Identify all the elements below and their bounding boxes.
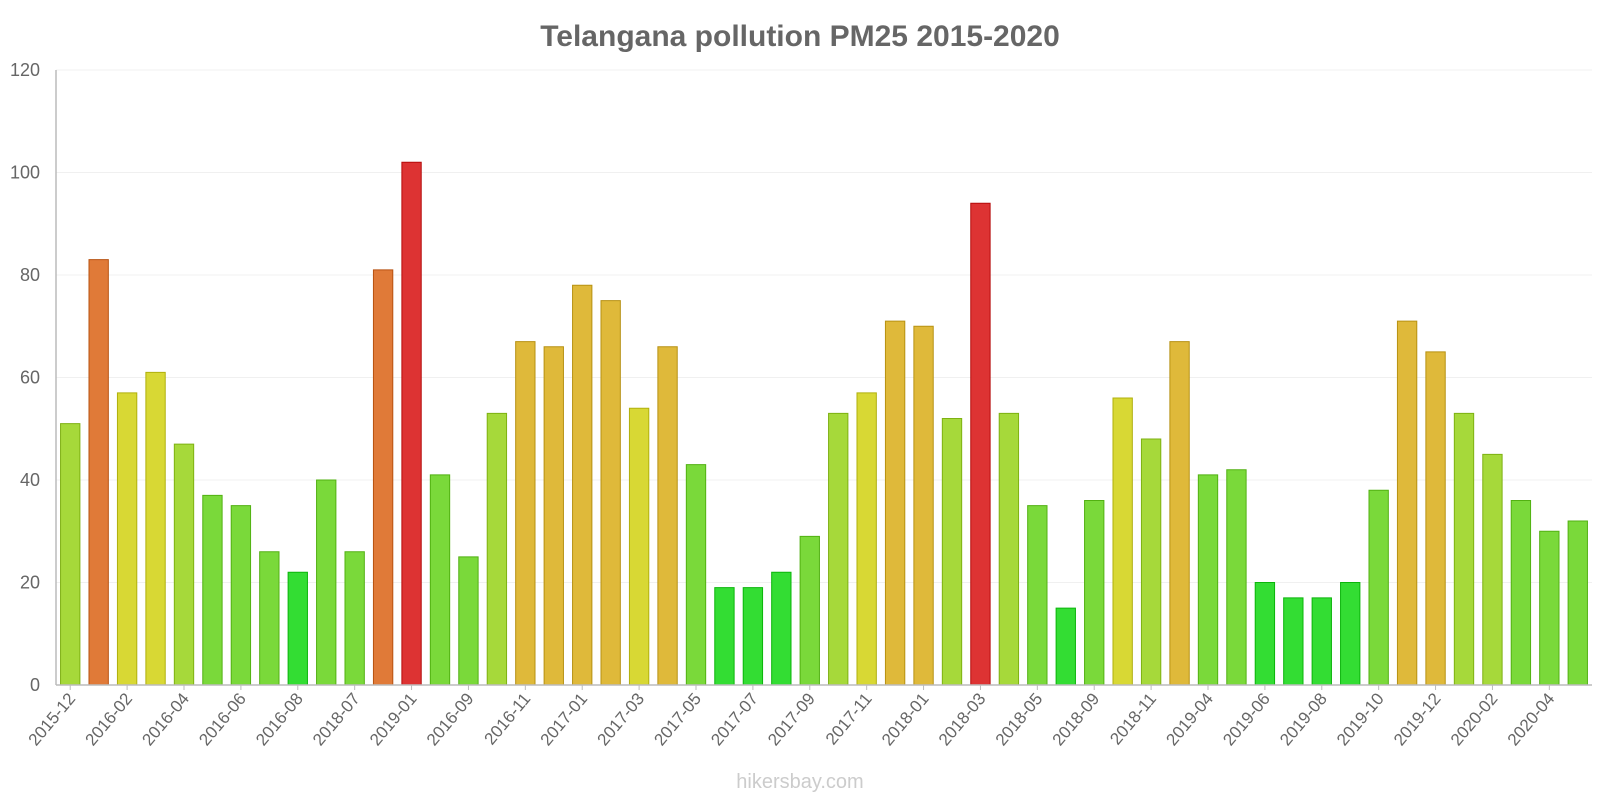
bar-2018-10 — [1112, 397, 1133, 686]
bar-2016-03 — [145, 371, 166, 686]
bar-2016-09 — [458, 556, 479, 686]
bar-2016-06 — [230, 505, 252, 686]
bar-2017-08 — [771, 571, 792, 686]
x-tick-label: 2018-09 — [1049, 689, 1104, 749]
bar-2018-07 — [344, 551, 365, 686]
bar-2017-09 — [799, 535, 820, 686]
y-tick-label: 80 — [20, 265, 40, 285]
bar-2016-12 — [543, 346, 564, 686]
x-tick-label: 2017-07 — [707, 689, 762, 749]
gridlines — [56, 69, 1592, 583]
x-axis-ticks: 2015-12 2016-02 2016-04 2016-06 2016-08 2018-… — [25, 685, 1559, 749]
y-tick-label: 0 — [30, 675, 40, 695]
bar-2016-08 — [287, 571, 308, 686]
x-tick-label: 2019-10 — [1333, 689, 1388, 749]
x-tick-label: 2020-04 — [1504, 689, 1559, 749]
x-tick-label: 2019-01 — [366, 689, 421, 749]
x-tick-label: 2018-05 — [992, 689, 1047, 749]
bar-2020-05 — [1567, 520, 1588, 686]
x-tick-label: 2018-07 — [309, 689, 364, 749]
bar-2017-10 — [828, 412, 849, 686]
bar-2019-09 — [1340, 582, 1361, 686]
bar-2017-05 — [685, 464, 707, 686]
x-tick-label: 2019-04 — [1162, 689, 1217, 749]
y-tick-label: 100 — [10, 163, 40, 183]
bar-2017-07 — [742, 587, 764, 686]
bar-2018-04 — [998, 412, 1020, 686]
bar-2018-05 — [1027, 505, 1048, 686]
bar-2016-01 — [88, 259, 109, 686]
bar-2018-02 — [941, 418, 963, 686]
x-tick-label: 2018-03 — [935, 689, 990, 749]
bar-2020-04 — [1539, 530, 1560, 686]
bar-2016-05 — [202, 494, 223, 686]
y-tick-label: 60 — [20, 368, 40, 388]
x-tick-label: 2016-02 — [82, 689, 137, 749]
bar-2019-11 — [1396, 320, 1418, 686]
axes — [55, 70, 1592, 686]
bar-2020-03 — [1510, 500, 1532, 686]
x-tick-label: 2016-04 — [138, 689, 193, 749]
x-tick-label: 2016-09 — [423, 689, 478, 749]
bar-2019-12 — [1425, 351, 1446, 686]
bar-2018-03 — [970, 202, 991, 686]
bar-2017-12 — [884, 320, 906, 686]
bar-2020-01 — [1453, 412, 1475, 686]
bar-2019-08 — [1311, 597, 1332, 686]
x-tick-label: 2015-12 — [25, 689, 80, 749]
y-tick-label: 40 — [20, 470, 40, 490]
bar-2018-12 — [372, 269, 394, 686]
bar-2019-03 — [1169, 341, 1190, 686]
x-tick-label: 2017-05 — [650, 689, 705, 749]
y-tick-label: 120 — [10, 60, 40, 80]
bar-2018-08 — [1055, 607, 1076, 686]
x-tick-label: 2016-06 — [195, 689, 250, 749]
bar-2017-06 — [714, 587, 735, 686]
x-tick-label: 2016-11 — [481, 689, 535, 748]
bar-2016-02 — [116, 392, 138, 686]
bar-2018-01 — [913, 325, 934, 686]
y-axis-ticks: 0 20 40 60 80 100 120 — [10, 60, 40, 695]
y-tick-label: 20 — [20, 573, 40, 593]
x-tick-label: 2017-03 — [594, 689, 649, 749]
x-tick-label: 2020-02 — [1447, 689, 1502, 749]
bar-2018-09 — [1084, 500, 1105, 686]
watermark: hikersbay.com — [736, 771, 863, 793]
bar-2017-01 — [572, 284, 593, 686]
x-tick-label: 2017-11 — [822, 689, 876, 748]
bar-2019-10 — [1368, 489, 1389, 686]
bar-2019-06 — [1254, 582, 1276, 686]
bar-2016-11 — [515, 341, 536, 686]
x-tick-label: 2017-01 — [537, 689, 592, 749]
bar-2019-05 — [1226, 469, 1247, 686]
bar-2017-02 — [600, 300, 621, 686]
x-tick-label: 2018-11 — [1106, 689, 1160, 748]
bar-2017-03 — [628, 407, 650, 686]
bar-2019-01 — [401, 161, 422, 686]
bar-2019-07 — [1283, 597, 1304, 686]
x-tick-label: 2018-01 — [878, 689, 933, 749]
bar-2016-04 — [173, 443, 195, 686]
x-tick-label: 2017-09 — [764, 689, 819, 749]
bars — [60, 161, 1588, 686]
x-tick-label: 2019-12 — [1390, 689, 1445, 749]
x-tick-label: 2019-08 — [1276, 689, 1331, 749]
bar-2015-12 — [60, 423, 81, 686]
bar-2020-02 — [1482, 453, 1503, 686]
x-tick-label: 2019-06 — [1219, 689, 1274, 749]
bar-2016-10 — [486, 412, 508, 686]
bar-2017-11 — [856, 392, 877, 686]
bar-2017-04 — [657, 346, 678, 686]
chart-title: Telangana pollution PM25 2015-2020 — [540, 20, 1060, 53]
bar-2018-11 — [1140, 438, 1162, 686]
bar-2016-07 — [259, 551, 280, 686]
bar-2019-02 — [429, 474, 451, 686]
bar-2019-04 — [1197, 474, 1219, 686]
x-tick-label: 2016-08 — [252, 689, 307, 749]
bar-2018-06 — [316, 479, 337, 686]
